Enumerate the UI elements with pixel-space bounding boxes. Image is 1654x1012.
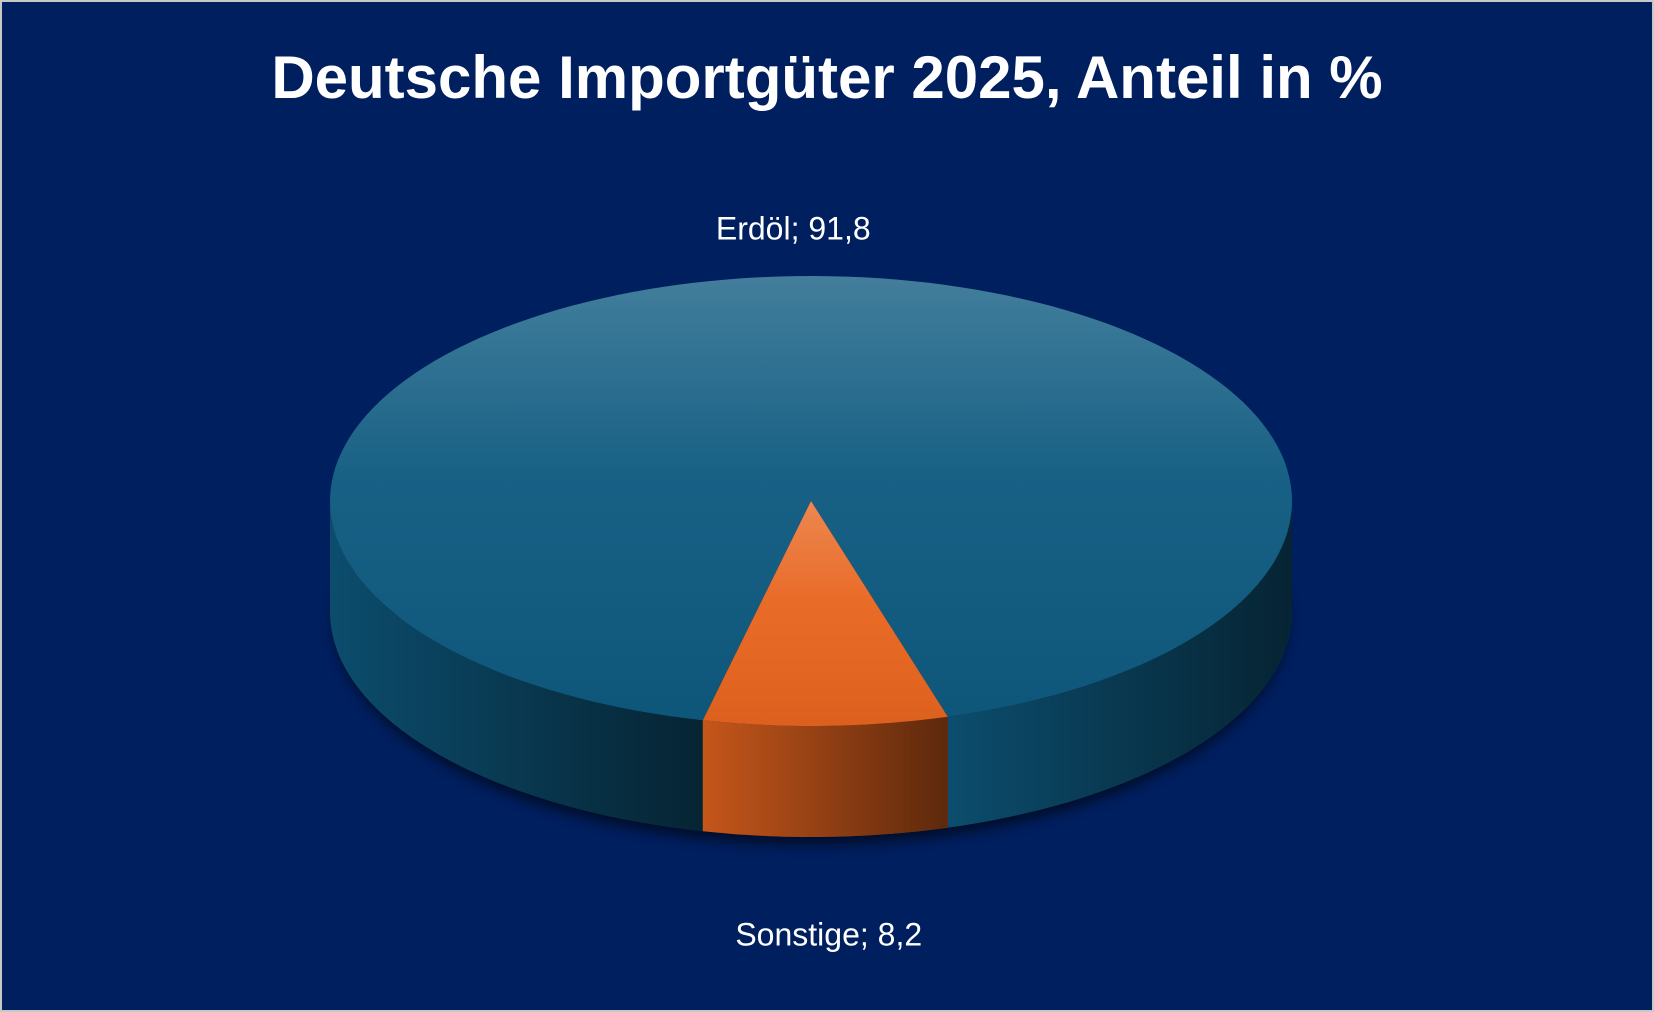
- slice-side-shade: [702, 716, 948, 837]
- data-label: Erdöl; 91,8: [716, 211, 871, 247]
- chart-title: Deutsche Importgüter 2025, Anteil in %: [271, 44, 1382, 111]
- slice-highlight: [702, 501, 948, 726]
- slice-side-shade: [330, 501, 703, 832]
- slice-side-shade: [947, 501, 1292, 828]
- data-label: Sonstige; 8,2: [735, 916, 922, 952]
- slice-highlight: [330, 276, 1292, 721]
- pie: [330, 276, 1292, 845]
